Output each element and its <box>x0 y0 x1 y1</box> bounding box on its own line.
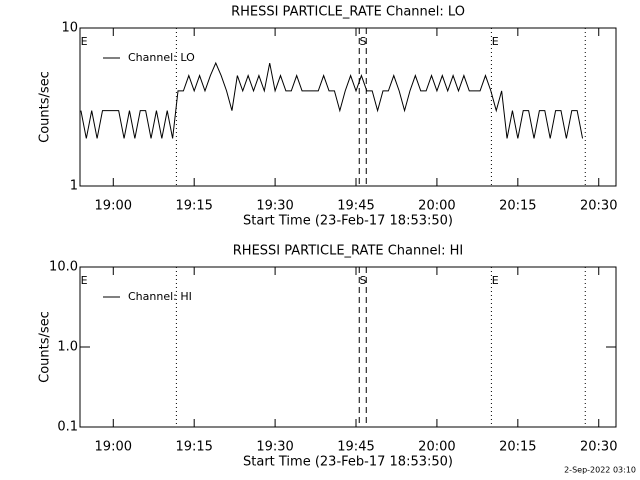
time-marker-label: E <box>81 274 88 287</box>
x-axis-label: Start Time (23-Feb-17 18:53:50) <box>243 455 453 470</box>
y-tick-label: 10.0 <box>49 260 78 275</box>
x-tick-label: 20:00 <box>418 440 455 455</box>
y-axis-label: Counts/sec <box>38 71 53 143</box>
time-marker-label: E <box>492 35 499 48</box>
y-tick-label: 1 <box>70 179 78 194</box>
x-tick-label: 19:15 <box>175 199 212 214</box>
legend-label: Channel: LO <box>128 51 195 64</box>
x-tick-label: 19:45 <box>337 440 374 455</box>
x-tick-label: 19:45 <box>337 199 374 214</box>
y-axis-label: Counts/sec <box>38 311 53 383</box>
plot-frame <box>79 27 617 187</box>
x-axis-label: Start Time (23-Feb-17 18:53:50) <box>243 214 453 229</box>
legend-label: Channel: HI <box>128 290 192 303</box>
chart-title: RHESSI PARTICLE_RATE Channel: LO <box>231 5 465 20</box>
x-tick-label: 20:30 <box>580 440 617 455</box>
time-marker-label: E <box>492 274 499 287</box>
x-tick-label: 19:00 <box>95 440 132 455</box>
time-marker-label: S <box>360 274 367 287</box>
x-tick-label: 19:00 <box>95 199 132 214</box>
x-tick-label: 19:30 <box>256 199 293 214</box>
footer: 2-Sep-2022 03:10 <box>564 466 636 475</box>
chart-title: RHESSI PARTICLE_RATE Channel: HI <box>233 244 463 259</box>
x-tick-label: 20:30 <box>580 199 617 214</box>
x-tick-label: 20:00 <box>418 199 455 214</box>
data-line <box>80 61 584 139</box>
x-tick-label: 19:15 <box>175 440 212 455</box>
y-tick-label: 1.0 <box>57 340 78 355</box>
time-marker-label: E <box>81 35 88 48</box>
x-tick-label: 19:30 <box>256 440 293 455</box>
time-marker-label: S <box>360 35 367 48</box>
x-tick-label: 20:15 <box>499 199 536 214</box>
x-tick-label: 20:15 <box>499 440 536 455</box>
y-tick-label: 0.1 <box>57 420 78 435</box>
y-tick-label: 10 <box>61 21 78 36</box>
